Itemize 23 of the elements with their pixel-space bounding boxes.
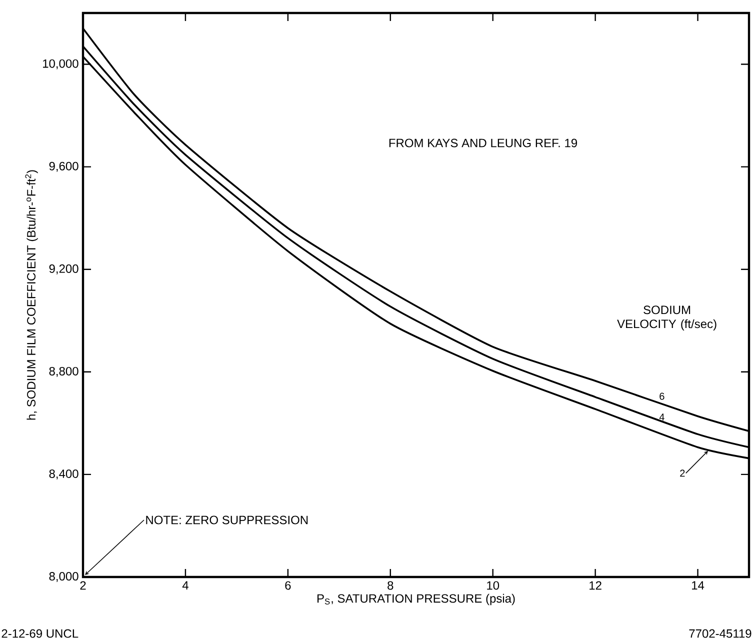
y-tick-label: 9,600 (49, 162, 78, 172)
x-tick-label: 2 (80, 581, 86, 590)
x-tick-label: 12 (590, 581, 602, 590)
series-label: 4 (659, 414, 664, 420)
y-tick-label: 9,200 (49, 264, 78, 274)
x-tick-label: 10 (487, 581, 500, 590)
x-tick-label: 6 (285, 581, 291, 590)
text: 2-12-69 UNCL (2, 629, 78, 638)
annotation: NOTE: ZERO SUPPRESSION (146, 516, 308, 524)
legend-title: SODIUM VELOCITY (ft/sec) (617, 306, 716, 330)
text: 2 (680, 470, 685, 477)
x-tick-label: 8 (388, 581, 394, 590)
x-tick-label: 4 (182, 581, 188, 590)
annotation: FROM KAYS AND LEUNG REF. 19 (389, 138, 578, 148)
y-axis-title: h, SODIUM FILM COEFFICIENT (Btu/hr-$^{o}$F-ft$^{2}$) (25, 170, 38, 420)
y-tick-label: 8,400 (49, 470, 78, 480)
y-tick-label: 10,000 (43, 59, 78, 70)
y-tick-label: 8,000 (49, 572, 78, 582)
series-label: 6 (660, 392, 664, 400)
y-tick-label: 8,800 (49, 366, 78, 377)
x-tick-label: 14 (692, 581, 704, 590)
text: 7702-45119 (689, 629, 752, 638)
x-axis-title: P$_{S}$, SATURATION PRESSURE (psia) (317, 594, 515, 606)
